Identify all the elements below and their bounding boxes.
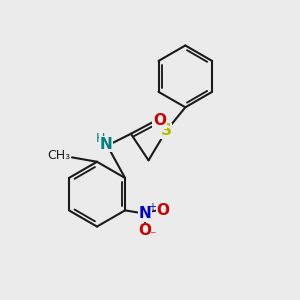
Text: O: O <box>156 203 169 218</box>
Text: O: O <box>153 113 166 128</box>
Text: CH₃: CH₃ <box>47 149 70 162</box>
Text: +: + <box>148 202 155 212</box>
Text: ⁻: ⁻ <box>149 229 156 242</box>
Text: N: N <box>139 206 152 221</box>
Text: H: H <box>96 132 106 145</box>
Text: S: S <box>161 123 172 138</box>
Text: N: N <box>100 136 112 152</box>
Text: O: O <box>139 224 152 238</box>
